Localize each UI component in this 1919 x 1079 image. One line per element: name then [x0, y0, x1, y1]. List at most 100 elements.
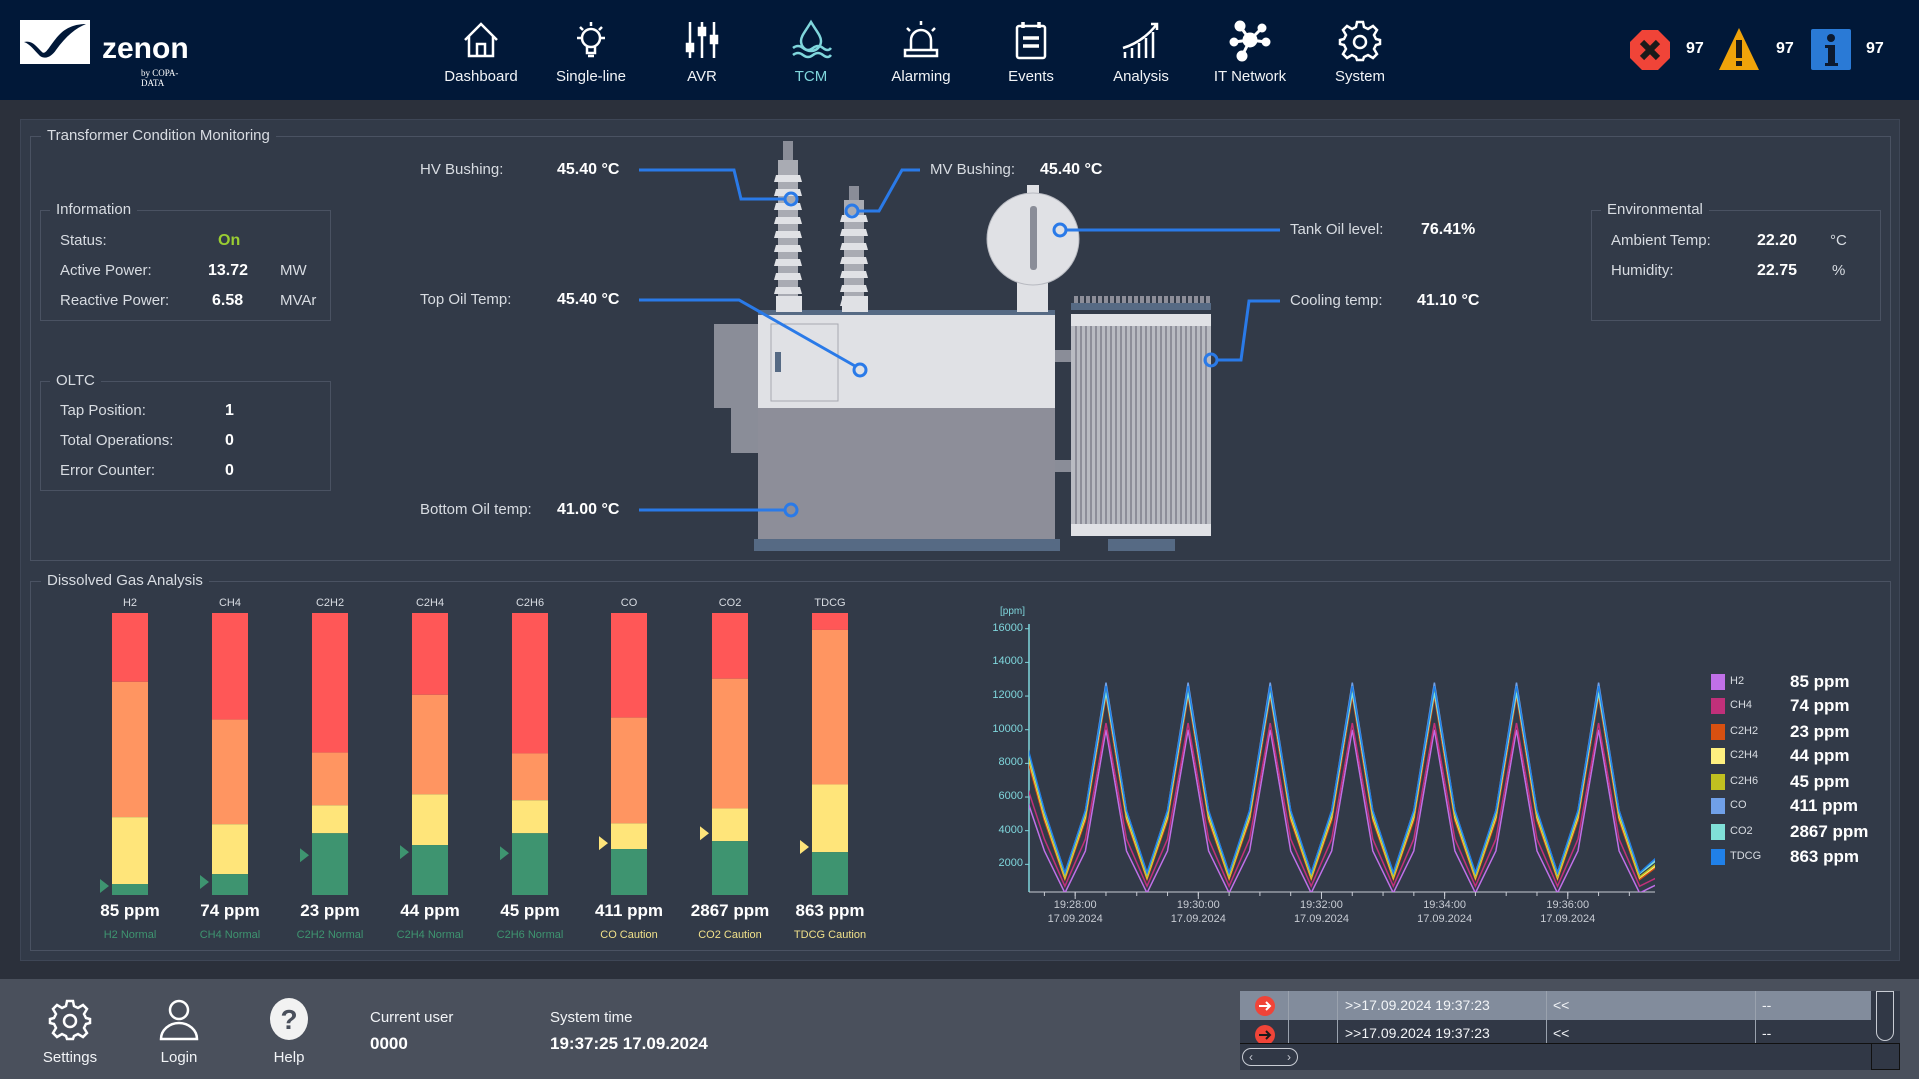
warning-alarm-icon[interactable] [1719, 28, 1759, 70]
horizontal-scrollbar[interactable]: ‹ › [1240, 1043, 1871, 1070]
gas-bar-tdcg [800, 613, 848, 895]
bar-zone-caution [712, 808, 748, 842]
bar-zone-caution [611, 823, 647, 850]
svg-text:?: ? [280, 1004, 297, 1035]
error-count: 97 [1686, 40, 1704, 57]
help-button[interactable]: ? Help [244, 979, 334, 1079]
nav-avr[interactable]: AVR [652, 14, 752, 94]
vertical-scrollbar[interactable] [1871, 991, 1900, 1043]
bottom-oil-temp-value: 41.00 °C [557, 501, 620, 518]
horizontal-scroll-thumb[interactable]: ‹ › [1242, 1048, 1298, 1066]
bar-zone-normal [312, 833, 348, 895]
nav-label: IT Network [1213, 68, 1287, 85]
nav-analysis[interactable]: Analysis [1091, 14, 1191, 94]
nav-label: System [1334, 68, 1385, 85]
legend-value: 23 ppm [1790, 722, 1850, 741]
nav-dashboard[interactable]: Dashboard [431, 14, 531, 94]
notepad-icon [1015, 22, 1047, 60]
bar-zone-alarm [512, 613, 548, 754]
x-tick-date: 17.09.2024 [1293, 913, 1349, 925]
error-counter-value: 0 [225, 462, 234, 479]
gas-value: 45 ppm [500, 901, 560, 920]
legend-swatch [1711, 798, 1725, 814]
bar-zone-caution [412, 794, 448, 846]
alarm-arrow-icon [1255, 1025, 1275, 1043]
bar-zone-normal [512, 833, 548, 895]
bar-zone-warning [412, 694, 448, 795]
x-tick-date: 17.09.2024 [1047, 913, 1103, 925]
bar-zone-alarm [611, 613, 647, 718]
nav-single-line[interactable]: Single-line [541, 14, 641, 94]
series-line-tdcg [1029, 685, 1655, 876]
value-marker [800, 840, 809, 855]
cooling-temp-label: Cooling temp: [1290, 292, 1383, 309]
hv-bushing-label: HV Bushing: [420, 161, 504, 178]
nav-label: Analysis [1113, 68, 1169, 85]
reactive-power-label: Reactive Power: [60, 292, 170, 309]
hv-bushing [774, 141, 802, 312]
gas-name-label: CH4 [218, 597, 241, 609]
bushing-base [776, 296, 802, 312]
information-box: Information [40, 201, 331, 321]
active-power-value: 13.72 [208, 262, 249, 279]
alarm-time: >>17.09.2024 19:37:23 [1345, 997, 1490, 1013]
gas-value: 23 ppm [300, 901, 360, 920]
alarm-arrow-icon [1255, 996, 1275, 1016]
bar-zone-alarm [312, 613, 348, 753]
current-user-value: 0000 [370, 1034, 408, 1053]
gas-value: 411 ppm [594, 901, 664, 920]
bushing-fin [840, 243, 868, 250]
gas-bar-c2h2 [300, 613, 348, 895]
x-tick-time: 19:36:00 [1546, 899, 1590, 911]
gas-name-label: C2H6 [515, 597, 545, 609]
nav-system[interactable]: System [1310, 14, 1410, 94]
info-count: 97 [1866, 40, 1884, 57]
alarm-text: << [1553, 997, 1570, 1013]
legend-label: H2 [1730, 675, 1745, 687]
bar-zone-warning [112, 681, 148, 818]
x-tick-time: 19:28:00 [1053, 899, 1097, 911]
login-button[interactable]: Login [134, 979, 224, 1079]
sliders-icon [685, 22, 719, 58]
gas-bar-co2 [700, 613, 748, 895]
gas-status: CH4 Normal [199, 929, 261, 941]
alarm-row[interactable]: >>17.09.2024 19:37:23 << -- [1240, 1020, 1871, 1043]
bar-zone-caution [812, 784, 848, 853]
value-marker [400, 845, 409, 860]
alarm-list: >>17.09.2024 19:37:23 << -- >>17.09.2024… [1240, 991, 1900, 1070]
nav-events[interactable]: Events [981, 14, 1081, 94]
column-dividers [1546, 991, 1547, 1043]
error-alarm-icon[interactable] [1630, 30, 1670, 70]
value-marker [300, 848, 309, 863]
legend-swatch [1711, 674, 1725, 690]
nav-it-network[interactable]: IT Network [1200, 14, 1300, 94]
nav-alarming[interactable]: Alarming [871, 14, 971, 94]
lightbulb-icon [577, 22, 605, 58]
x-tick-date: 17.09.2024 [1170, 913, 1226, 925]
bar-zone-normal [212, 874, 248, 895]
current-user-label: Current user [370, 1009, 454, 1026]
logo-subtext: by COPA-DATA [141, 68, 179, 88]
settings-button[interactable]: Settings [25, 979, 115, 1079]
x-tick-time: 19:34:00 [1423, 899, 1467, 911]
help-icon: ? [270, 998, 308, 1040]
info-alarm-icon[interactable] [1811, 29, 1851, 70]
gas-bar-c2h4 [400, 613, 448, 895]
nav-tcm[interactable]: TCM [761, 14, 861, 94]
nav-label: Alarming [891, 68, 951, 85]
y-tick-label: 16000 [992, 621, 1023, 634]
oil-conservator [986, 185, 1080, 312]
bushing-base [842, 296, 868, 312]
gas-status: CO Caution [600, 929, 658, 941]
alarm-time: >>17.09.2024 19:37:23 [1345, 1025, 1490, 1041]
system-time-value: 19:37:25 17.09.2024 [550, 1034, 708, 1053]
total-operations-label: Total Operations: [60, 432, 174, 449]
gas-bar-c2h6 [500, 613, 548, 895]
alarm-row[interactable]: >>17.09.2024 19:37:23 << -- [1240, 991, 1871, 1020]
bar-zone-caution [112, 817, 148, 885]
legend-swatch [1711, 824, 1725, 840]
legend-swatch [1711, 849, 1725, 865]
copa-data-logo-icon [20, 20, 90, 64]
vertical-scroll-thumb[interactable] [1876, 991, 1894, 1041]
cooling-temp-value: 41.10 °C [1417, 292, 1480, 309]
